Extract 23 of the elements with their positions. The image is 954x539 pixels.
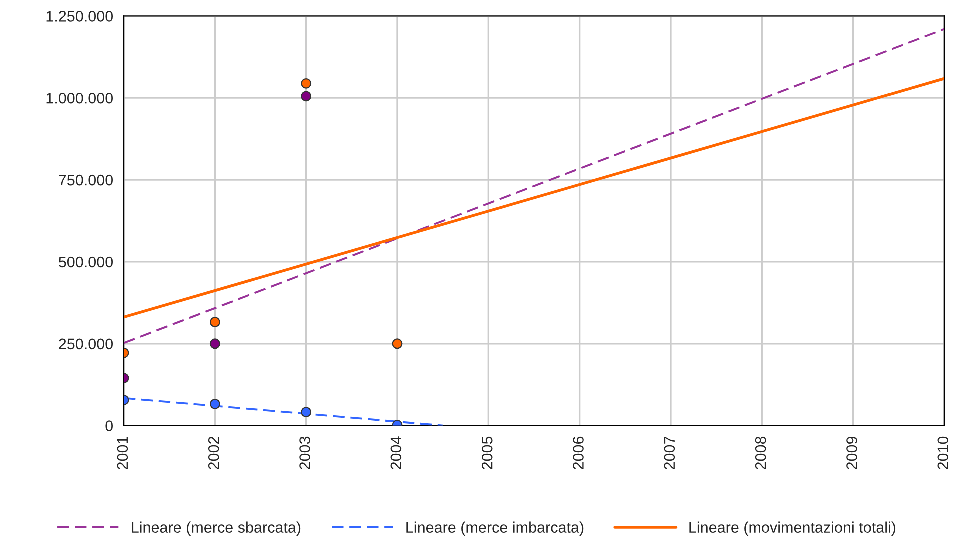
x-tick-label: 2005 [482, 436, 493, 470]
y-tick-label: 250.000 [59, 338, 114, 350]
point [392, 338, 403, 350]
x-tick-label: 2004 [390, 436, 402, 470]
x-tick-label: 2002 [208, 436, 220, 470]
y-tick-label: 500.000 [58, 256, 114, 268]
x-tick-label: 2003 [300, 436, 310, 470]
legend-label: Lineare (movimentazioni totali) [690, 522, 896, 536]
x-tick-label: 2001 [117, 436, 128, 470]
x-tick-label: 2009 [846, 436, 858, 470]
point [301, 78, 312, 89]
legend-label: Lineare (merce sbarcata) [132, 522, 301, 536]
y-tick-label: 0 [106, 420, 114, 432]
x-tick-label: 2010 [938, 436, 949, 470]
legend-label: Lineare (merce imbarcata) [406, 522, 584, 536]
y-tick-label: 1.000.000 [46, 92, 114, 104]
y-tick-label: 1.250.000 [46, 11, 114, 22]
point [301, 91, 312, 102]
x-tick-label: 2008 [755, 436, 766, 470]
x-tick-label: 2007 [664, 436, 676, 470]
y-tick-label: 750.000 [59, 174, 114, 186]
point [301, 407, 312, 418]
x-tick-label: 2006 [573, 436, 584, 470]
